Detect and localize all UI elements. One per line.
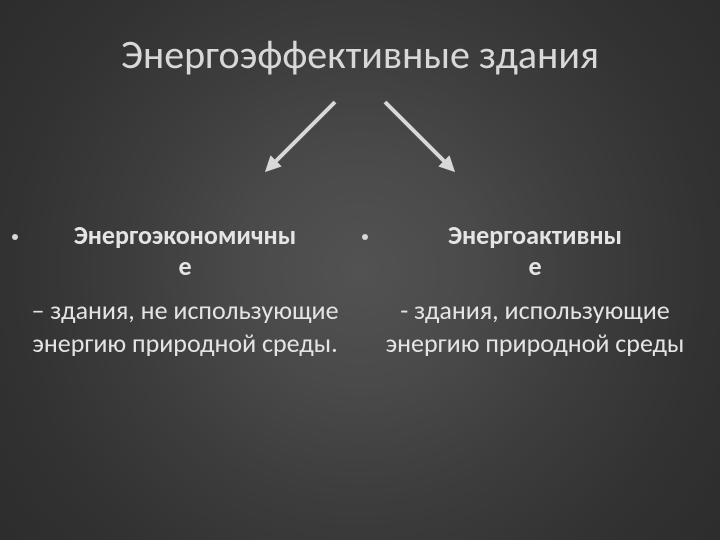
column-left-body: – здания, не использующие энергию природ… <box>30 294 340 359</box>
arrow-left <box>270 102 335 167</box>
column-left-heading: Энергоэкономичны е <box>30 220 340 282</box>
slide-content: Энергоэффективные здания Энергоэкономичн… <box>0 0 720 540</box>
bullet-icon <box>12 234 18 240</box>
slide-title: Энергоэффективные здания <box>0 30 720 79</box>
column-right-head-line1: Энергоактивны <box>448 219 622 251</box>
columns: Энергоэкономичны е – здания, не использу… <box>30 220 690 359</box>
column-right-heading: Энергоактивны е <box>380 220 690 282</box>
column-left: Энергоэкономичны е – здания, не использу… <box>30 220 340 359</box>
column-left-head-line1: Энергоэкономичны <box>74 219 297 251</box>
column-left-head-line2: е <box>178 250 191 282</box>
bullet-icon <box>362 234 368 240</box>
branch-arrows <box>210 92 510 192</box>
column-right: Энергоактивны е - здания, использующие э… <box>380 220 690 359</box>
arrow-right <box>385 102 450 167</box>
column-right-head-line2: е <box>528 250 541 282</box>
column-right-body: - здания, использующие энергию природной… <box>380 294 690 359</box>
slide: Энергоэффективные здания Энергоэкономичн… <box>0 0 720 540</box>
